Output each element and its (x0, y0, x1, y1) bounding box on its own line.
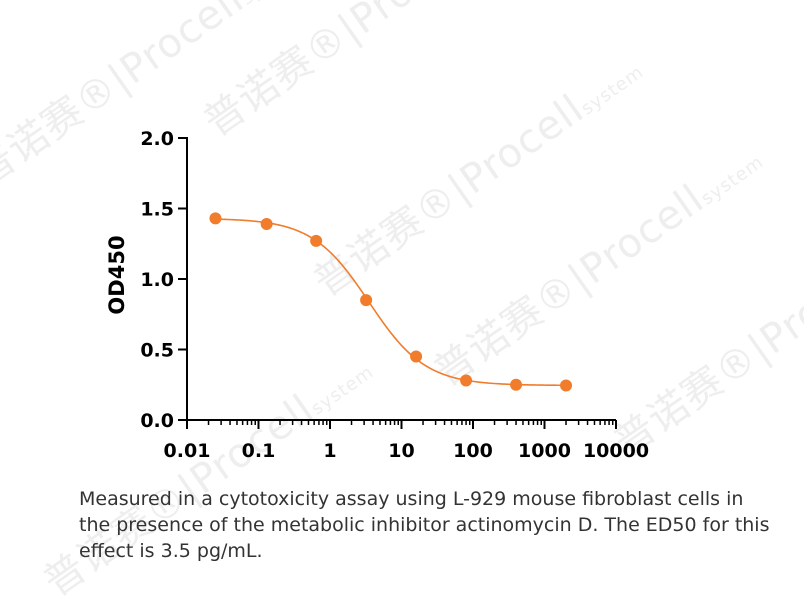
y-tick-label: 2.0 (140, 128, 174, 150)
data-point (560, 379, 573, 392)
x-tick-label: 1000 (518, 440, 571, 462)
fit-curve (215, 218, 567, 387)
y-tick-label: 0.0 (140, 410, 174, 432)
y-tick-label: 0.5 (140, 340, 174, 362)
x-tick-label: 1 (323, 440, 336, 462)
data-point (360, 294, 373, 307)
data-point (410, 350, 423, 363)
data-point (510, 378, 523, 391)
data-point (260, 218, 273, 231)
y-axis-title: OD450 (105, 235, 129, 314)
x-tick-label: 0.01 (164, 440, 211, 462)
data-point (209, 212, 222, 225)
data-points (209, 212, 573, 392)
figure-caption: Measured in a cytotoxicity assay using L… (79, 488, 770, 562)
chart-ticks: 0.0 0.5 1.0 1.5 2.0 0.01 0.1 1 10 100 1000 10000 (140, 128, 649, 462)
y-tick-label: 1.5 (140, 199, 174, 221)
chart-axes (186, 137, 616, 421)
x-tick-label: 10 (388, 440, 414, 462)
x-tick-label: 100 (453, 440, 493, 462)
y-tick-label: 1.0 (140, 269, 174, 291)
data-point (460, 374, 473, 387)
data-point (310, 234, 323, 247)
x-tick-label: 10000 (583, 440, 649, 462)
x-tick-label: 0.1 (242, 440, 276, 462)
